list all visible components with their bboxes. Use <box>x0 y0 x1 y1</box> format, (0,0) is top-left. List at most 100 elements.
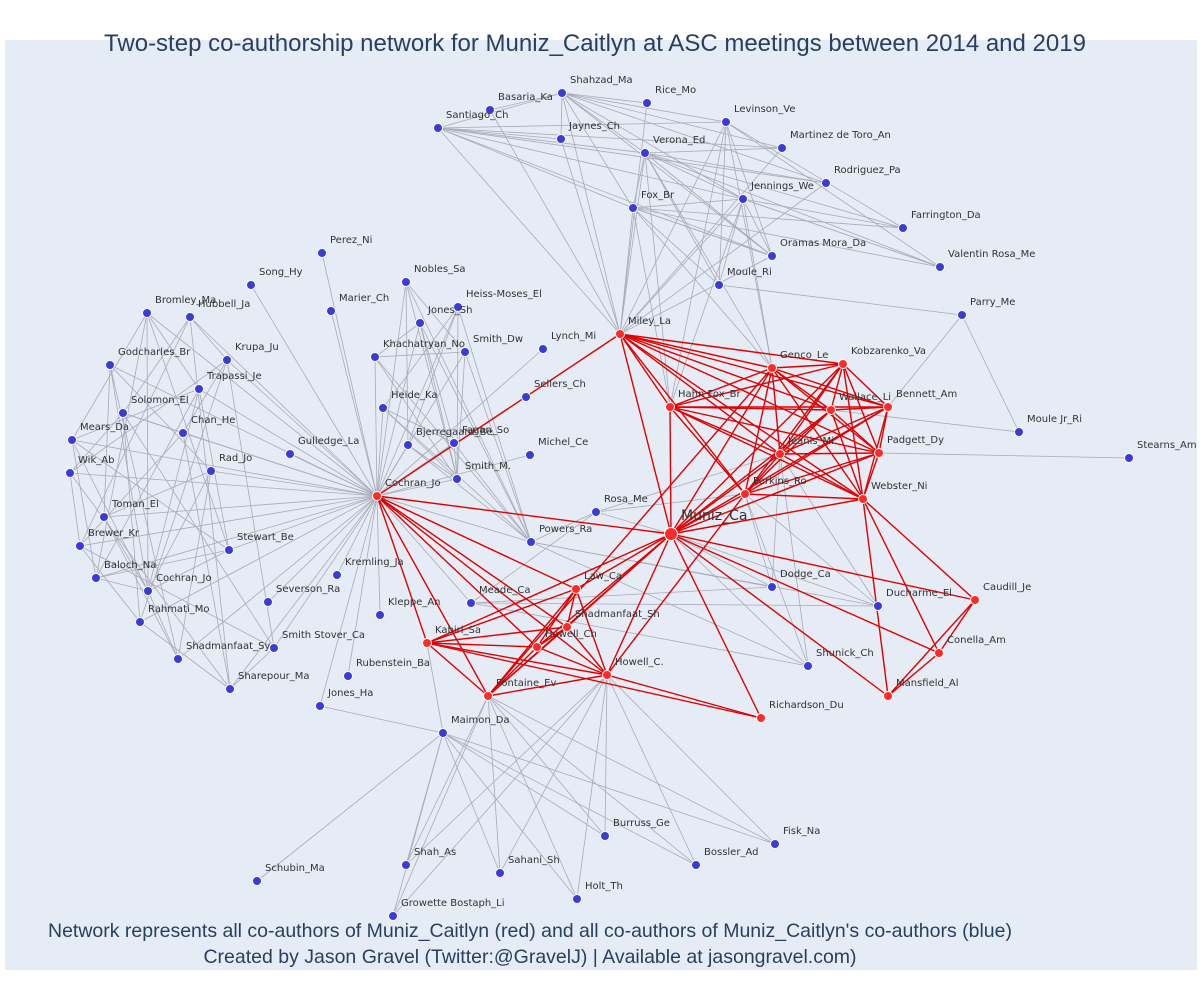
node-Perez_Ni[interactable] <box>317 248 327 258</box>
node-Burruss_Ge[interactable] <box>600 831 610 841</box>
node-Holt_Th[interactable] <box>572 894 582 904</box>
node-Nobles_Sa[interactable] <box>401 277 411 287</box>
node-Law_Ca[interactable] <box>571 584 581 594</box>
node-Fagan_So[interactable] <box>449 438 459 448</box>
node-Bennett_Am[interactable] <box>883 402 893 412</box>
node-Parry_Me[interactable] <box>957 310 967 320</box>
node-Khachatryan_No[interactable] <box>370 352 380 362</box>
node-Moule Jr_Ri[interactable] <box>1014 427 1024 437</box>
node-Stearns_Am[interactable] <box>1124 453 1134 463</box>
node-Sahani_Sh[interactable] <box>495 868 505 878</box>
node-Howell_C.[interactable] <box>602 670 612 680</box>
node-Michel_Ce[interactable] <box>525 450 535 460</box>
node-label-Kleppe_An: Kleppe_An <box>388 597 441 608</box>
node-Rosa_Me[interactable] <box>591 507 601 517</box>
grey-edge <box>382 407 458 480</box>
node-Kremling_Ja[interactable] <box>332 570 342 580</box>
node-Valentin Rosa_Me[interactable] <box>935 262 945 272</box>
node-Rodriguez_Pa[interactable] <box>821 178 831 188</box>
node-Kobzarenko_Va[interactable] <box>838 359 848 369</box>
node-Jones_Sh[interactable] <box>415 318 425 328</box>
node-Toman_El[interactable] <box>99 512 109 522</box>
node-Gulledge_La[interactable] <box>285 449 295 459</box>
node-Smith_M.[interactable] <box>452 474 462 484</box>
node-Rahmati_Mo[interactable] <box>135 617 145 627</box>
node-Jennings_We[interactable] <box>738 194 748 204</box>
node-Godcharles_Br[interactable] <box>105 360 115 370</box>
node-Cochran_Jo[interactable] <box>143 586 153 596</box>
node-Bjerregaard_Be[interactable] <box>403 440 413 450</box>
node-Fontaine_Ev[interactable] <box>483 691 493 701</box>
node-Genco_Le[interactable] <box>767 363 777 373</box>
node-Chan_He[interactable] <box>178 428 188 438</box>
node-Conella_Am[interactable] <box>934 648 944 658</box>
node-Solomon_El[interactable] <box>118 408 128 418</box>
node-Song_Hy[interactable] <box>246 280 256 290</box>
node-Mears_Da[interactable] <box>67 435 77 445</box>
node-Cochran_Jo[interactable] <box>372 491 382 501</box>
node-Brewer_Kr[interactable] <box>75 541 85 551</box>
node-Stewart_Be[interactable] <box>224 545 234 555</box>
node-Meade_Ca[interactable] <box>466 598 476 608</box>
grey-edge <box>376 281 407 497</box>
node-Jones_Ha[interactable] <box>315 701 325 711</box>
node-Hahn Fox_Br[interactable] <box>665 402 675 412</box>
node-Fox_Br[interactable] <box>628 203 638 213</box>
node-Marier_Ch[interactable] <box>326 306 336 316</box>
node-Bossler_Ad[interactable] <box>691 860 701 870</box>
node-Smith_Dw[interactable] <box>460 347 470 357</box>
grey-edge <box>71 388 200 441</box>
node-Moule_Ri[interactable] <box>714 280 724 290</box>
node-Verona_Ed[interactable] <box>640 148 650 158</box>
node-Shah_As[interactable] <box>401 860 411 870</box>
node-Fisk_Na[interactable] <box>770 839 780 849</box>
node-Schubin_Ma[interactable] <box>252 876 262 886</box>
node-Severson_Ra[interactable] <box>263 597 273 607</box>
node-Mansfield_Al[interactable] <box>883 691 893 701</box>
node-Perkins_Ro[interactable] <box>740 489 750 499</box>
node-Padgett_Dy[interactable] <box>874 448 884 458</box>
node-Smith Stover_Ca[interactable] <box>269 643 279 653</box>
node-Ducharme_El[interactable] <box>873 601 883 611</box>
node-Maimon_Da[interactable] <box>438 728 448 738</box>
node-Growette Bostaph_Li[interactable] <box>388 911 398 921</box>
node-Wallace_Li[interactable] <box>826 405 836 415</box>
node-Sellers_Ch[interactable] <box>521 392 531 402</box>
node-Lynch_Mi[interactable] <box>538 344 548 354</box>
node-Sharepour_Ma[interactable] <box>225 684 235 694</box>
node-Richardson_Du[interactable] <box>756 713 766 723</box>
node-Dodge_Ca[interactable] <box>767 582 777 592</box>
node-Krupa_Ju[interactable] <box>222 355 232 365</box>
node-Jaynes_Ch[interactable] <box>556 134 566 144</box>
node-Howell_Ch[interactable] <box>532 642 542 652</box>
node-Kabiri_Sa[interactable] <box>422 638 432 648</box>
node-Powers_Ra[interactable] <box>526 537 536 547</box>
node-Baloch_Na[interactable] <box>91 573 101 583</box>
node-Basaria_Ka[interactable] <box>485 105 495 115</box>
node-Muniz_Ca[interactable] <box>664 527 678 541</box>
node-Jeanis_Mi[interactable] <box>775 449 785 459</box>
node-Wik_Ab[interactable] <box>65 468 75 478</box>
node-Farrington_Da[interactable] <box>898 223 908 233</box>
node-Rubenstein_Ba[interactable] <box>343 671 353 681</box>
node-Shunick_Ch[interactable] <box>803 661 813 671</box>
node-Shadmanfaat_Sy[interactable] <box>173 654 183 664</box>
node-Oramas Mora_Da[interactable] <box>767 251 777 261</box>
node-Bromley_Ma[interactable] <box>142 308 152 318</box>
node-Shadmanfaat_Sh[interactable] <box>562 622 572 632</box>
node-Kleppe_An[interactable] <box>375 610 385 620</box>
node-Trapassi_Je[interactable] <box>194 384 204 394</box>
node-Heiss-Moses_El[interactable] <box>453 302 463 312</box>
node-Caudill_Je[interactable] <box>970 595 980 605</box>
node-Heide_Ka[interactable] <box>378 403 388 413</box>
node-Rad_Jo[interactable] <box>206 466 216 476</box>
grey-edge <box>718 284 963 316</box>
node-Miley_La[interactable] <box>615 329 625 339</box>
node-Hubbell_Ja[interactable] <box>185 312 195 322</box>
node-Webster_Ni[interactable] <box>858 494 868 504</box>
node-Rice_Mo[interactable] <box>642 98 652 108</box>
node-Santiago_Ch[interactable] <box>433 123 443 133</box>
node-Levinson_Ve[interactable] <box>721 117 731 127</box>
node-Martinez de Toro_An[interactable] <box>777 143 787 153</box>
node-Shahzad_Ma[interactable] <box>557 88 567 98</box>
